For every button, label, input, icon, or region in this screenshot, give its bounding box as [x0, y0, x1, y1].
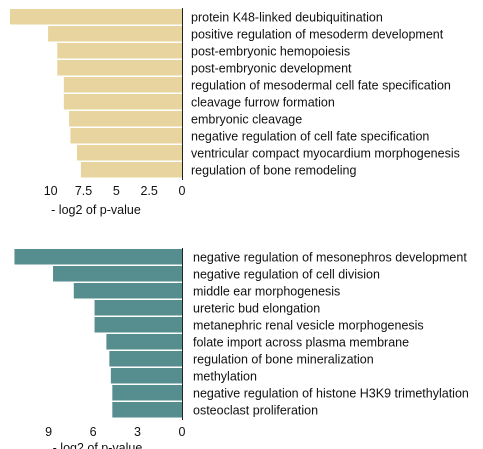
- category-label: regulation of mesodermal cell fate speci…: [191, 78, 451, 92]
- x-tick-label: 5: [113, 184, 120, 198]
- category-label: cleavage furrow formation: [191, 95, 335, 109]
- bar: [69, 111, 182, 127]
- category-label: protein K48-linked deubiquitination: [191, 10, 383, 24]
- category-label: regulation of bone mineralization: [193, 352, 374, 366]
- bar: [14, 249, 183, 265]
- category-label: folate import across plasma membrane: [193, 335, 409, 349]
- category-label: negative regulation of cell fate specifi…: [191, 129, 429, 143]
- bar: [48, 26, 182, 42]
- x-axis-label: - log2 of p-value: [53, 441, 143, 449]
- bar: [73, 283, 182, 299]
- bar: [57, 43, 182, 59]
- category-label: embryonic cleavage: [191, 112, 302, 126]
- chart-panel-1: protein K48-linked deubiquitination posit…: [10, 8, 460, 217]
- category-label: ureteric bud elongation: [193, 301, 320, 315]
- category-label: negative regulation of cell division: [193, 267, 380, 281]
- x-tick-label: 9: [45, 425, 52, 439]
- bar: [53, 266, 182, 282]
- category-label: ventricular compact myocardium morphogen…: [191, 146, 460, 160]
- bar: [94, 300, 182, 316]
- bar: [10, 9, 182, 25]
- category-label: negative regulation of mesonephros devel…: [193, 250, 467, 264]
- category-label: positive regulation of mesoderm developm…: [191, 27, 444, 41]
- bar: [112, 402, 182, 418]
- bar: [63, 94, 182, 110]
- category-label: osteoclast proliferation: [193, 403, 318, 417]
- x-axis-label: - log2 of p-value: [51, 203, 141, 217]
- bar: [80, 162, 182, 178]
- bar: [57, 60, 182, 76]
- x-tick-label: 0: [179, 184, 186, 198]
- x-tick-label: 3: [134, 425, 141, 439]
- chart-panel-2: negative regulation of mesonephros devel…: [14, 248, 469, 449]
- x-tick-label: 7.5: [75, 184, 92, 198]
- bar: [63, 77, 182, 93]
- bar: [109, 351, 182, 367]
- bar: [110, 368, 182, 384]
- category-label: post-embryonic development: [191, 61, 352, 75]
- category-label: middle ear morphogenesis: [193, 284, 340, 298]
- x-tick-label: 0: [179, 425, 186, 439]
- bar: [70, 128, 182, 144]
- x-tick-label: 10: [44, 184, 58, 198]
- category-label: post-embryonic hemopoiesis: [191, 44, 350, 58]
- bar: [106, 334, 182, 350]
- category-label: negative regulation of histone H3K9 trim…: [193, 386, 469, 400]
- x-tick-label: 6: [90, 425, 97, 439]
- x-tick-label: 2.5: [140, 184, 157, 198]
- category-label: metanephric renal vesicle morphogenesis: [193, 318, 424, 332]
- bar: [94, 317, 182, 333]
- bar: [76, 145, 182, 161]
- category-label: methylation: [193, 369, 257, 383]
- category-label: regulation of bone remodeling: [191, 163, 356, 177]
- bar: [112, 385, 182, 401]
